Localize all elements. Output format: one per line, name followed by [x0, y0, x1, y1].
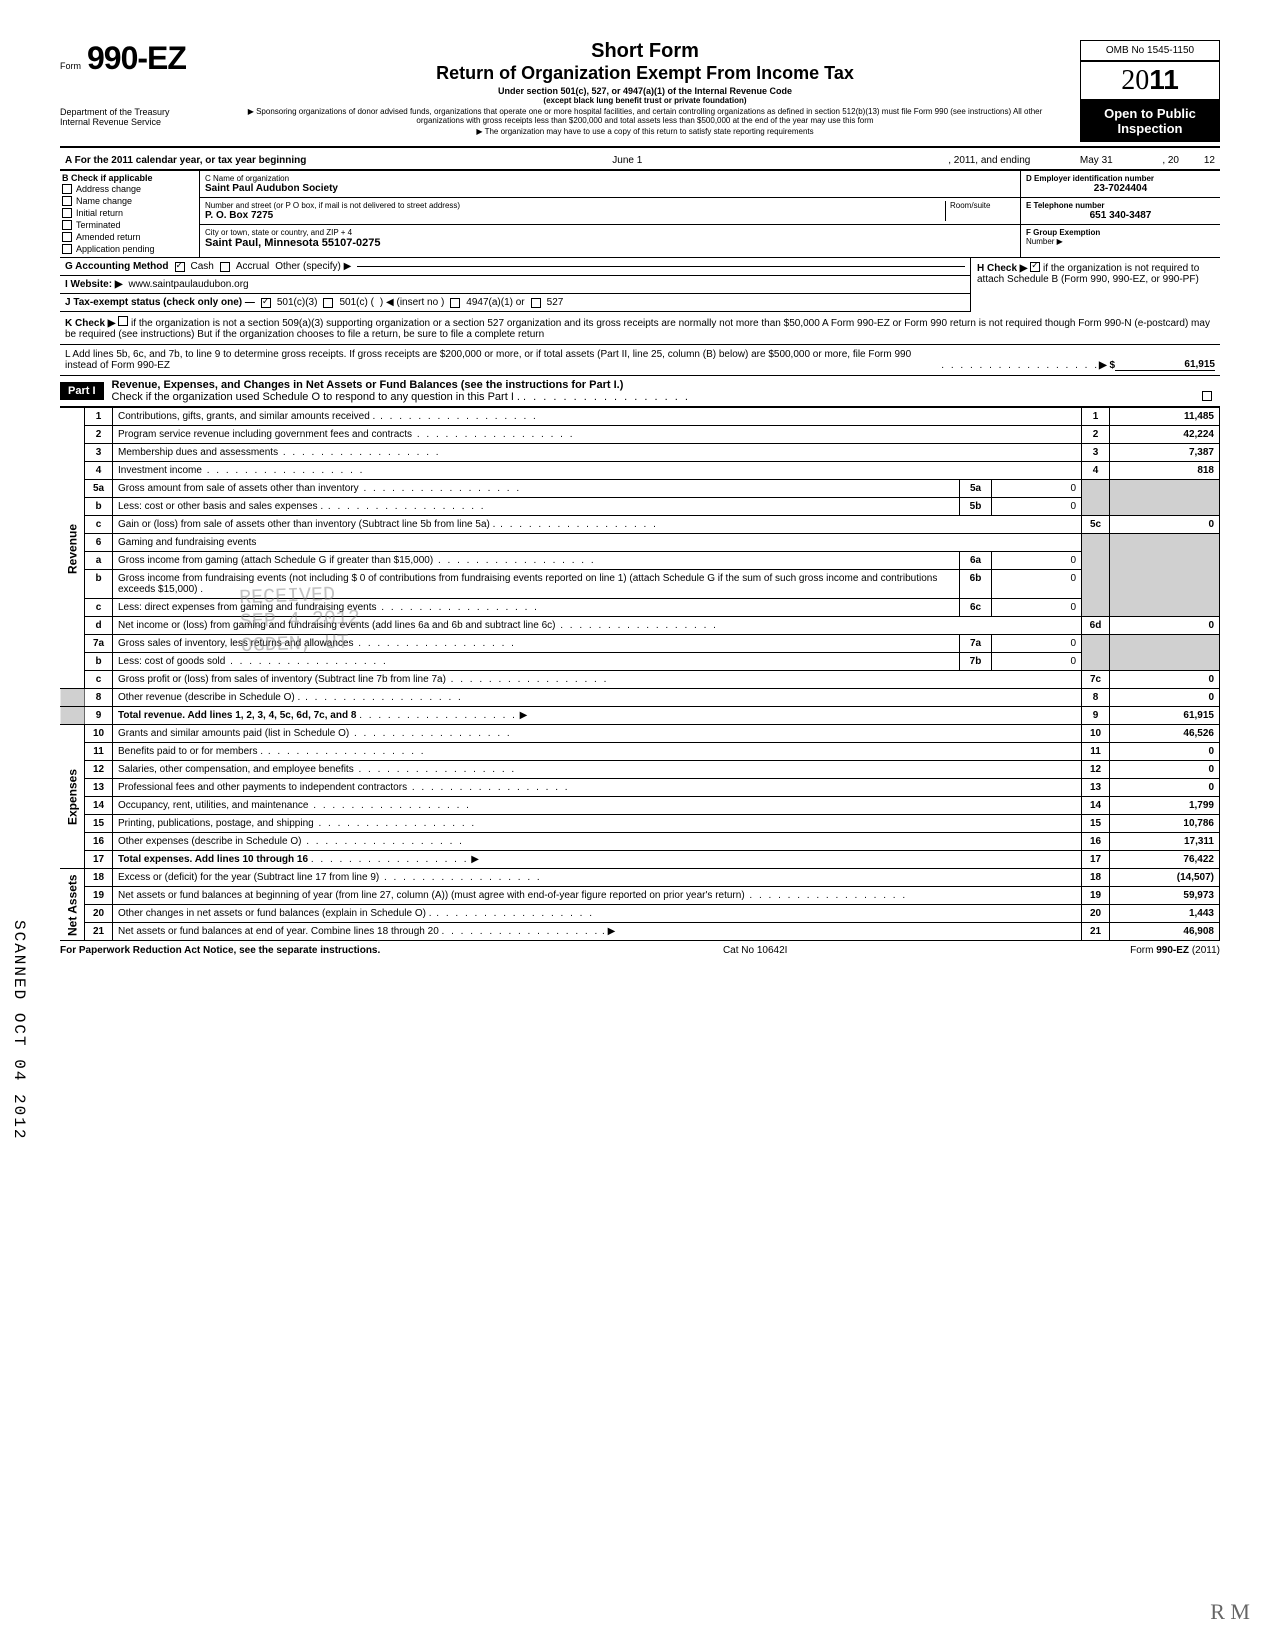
chk-cash[interactable] — [175, 262, 185, 272]
return-title: Return of Organization Exempt From Incom… — [230, 63, 1060, 84]
chk-amended[interactable]: Amended return — [62, 231, 197, 243]
org-website: www.saintpaulaudubon.org — [129, 279, 249, 290]
org-city: Saint Paul, Minnesota 55107-0275 — [205, 237, 380, 249]
line-a-tax-year: A For the 2011 calendar year, or tax yea… — [60, 152, 1220, 170]
chk-initial-return[interactable]: Initial return — [62, 207, 197, 219]
state-note: The organization may have to use a copy … — [230, 127, 1060, 136]
label-city: City or town, state or country, and ZIP … — [205, 228, 1015, 237]
label-ein: D Employer identification number — [1026, 174, 1215, 183]
label-street: Number and street (or P O box, if mail i… — [205, 201, 945, 210]
chk-address-change[interactable]: Address change — [62, 183, 197, 195]
label-group-exemption: F Group Exemption — [1026, 228, 1215, 237]
chk-501c[interactable] — [323, 298, 333, 308]
chk-terminated[interactable]: Terminated — [62, 219, 197, 231]
footer-form-ref: Form 990-EZ (2011) — [1130, 945, 1220, 956]
label-org-name: C Name of organization — [205, 174, 1015, 183]
chk-application-pending[interactable]: Application pending — [62, 243, 197, 255]
row-i-website: I Website: ▶ www.saintpaulaudubon.org — [60, 276, 970, 294]
chk-4947[interactable] — [450, 298, 460, 308]
code-subtitle: Under section 501(c), 527, or 4947(a)(1)… — [230, 86, 1060, 96]
label-telephone: E Telephone number — [1026, 201, 1215, 210]
omb-number: OMB No 1545-1150 — [1080, 40, 1220, 61]
label-room: Room/suite — [950, 201, 1015, 210]
except-subtitle: (except black lung benefit trust or priv… — [230, 96, 1060, 105]
scanned-stamp: SCANNED OCT 04 2012 — [10, 920, 28, 1140]
dept-treasury: Department of the Treasury Internal Reve… — [60, 107, 200, 127]
label-group-number: Number ▶ — [1026, 237, 1215, 246]
chk-accrual[interactable] — [220, 262, 230, 272]
form-number: 990-EZ — [87, 40, 186, 77]
financial-table: Revenue 1Contributions, gifts, grants, a… — [60, 407, 1220, 941]
open-to-public: Open to Public Inspection — [1080, 100, 1220, 142]
org-info-block: B Check if applicable Address change Nam… — [60, 170, 1220, 257]
form-header: Form 990-EZ Department of the Treasury I… — [60, 40, 1220, 142]
gross-receipts-value: 61,915 — [1115, 359, 1215, 371]
org-telephone: 651 340-3487 — [1026, 210, 1215, 221]
page-footer: For Paperwork Reduction Act Notice, see … — [60, 941, 1220, 956]
chk-name-change[interactable]: Name change — [62, 195, 197, 207]
section-expenses: Expenses — [60, 725, 85, 869]
chk-part1-schedule-o[interactable] — [1202, 391, 1212, 401]
chk-schedule-b[interactable] — [1030, 262, 1040, 272]
tax-year: 2011 — [1080, 61, 1220, 100]
ghost-signature: R M — [1210, 1599, 1250, 1625]
row-l-gross-receipts: L Add lines 5b, 6c, and 7b, to line 9 to… — [60, 345, 1220, 375]
row-h-schedule-b: H Check ▶ if the organization is not req… — [970, 258, 1220, 312]
footer-paperwork: For Paperwork Reduction Act Notice, see … — [60, 945, 380, 956]
chk-k[interactable] — [118, 316, 128, 326]
sponsor-note: Sponsoring organizations of donor advise… — [230, 107, 1060, 125]
org-name: Saint Paul Audubon Society — [205, 183, 338, 194]
org-ein: 23-7024404 — [1026, 183, 1215, 194]
chk-501c3[interactable] — [261, 298, 271, 308]
row-k-check: K Check ▶ if the organization is not a s… — [60, 312, 1220, 345]
form-prefix: Form — [60, 61, 81, 71]
part-1-header: Part I Revenue, Expenses, and Changes in… — [60, 375, 1220, 407]
section-b-label: B Check if applicable — [62, 173, 197, 183]
row-j-tax-status: J Tax-exempt status (check only one) — 5… — [60, 294, 970, 312]
footer-cat-no: Cat No 10642I — [723, 945, 788, 956]
section-revenue: Revenue — [60, 408, 85, 689]
section-net-assets: Net Assets — [60, 869, 85, 941]
chk-527[interactable] — [531, 298, 541, 308]
row-g-accounting: G Accounting Method Cash Accrual Other (… — [60, 258, 970, 276]
org-street: P. O. Box 7275 — [205, 210, 273, 221]
short-form-title: Short Form — [230, 40, 1060, 63]
